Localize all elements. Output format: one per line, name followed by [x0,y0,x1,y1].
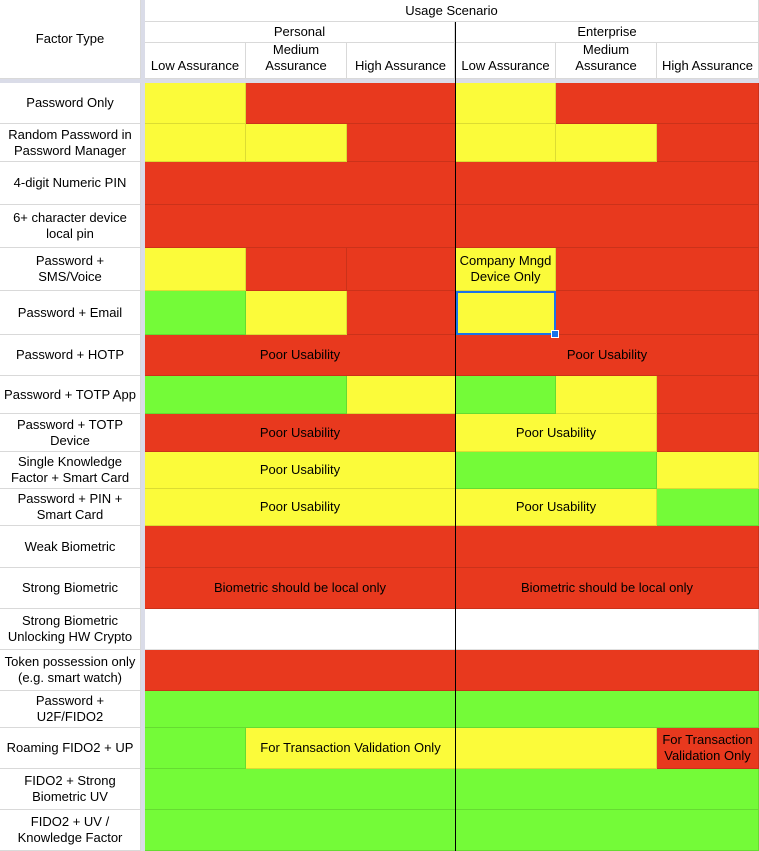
rating-cell[interactable] [145,728,246,769]
factor-type-label[interactable]: FIDO2 + UV / Knowledge Factor [0,810,141,851]
rating-cell[interactable] [246,124,347,162]
enterprise-medium-assurance-header[interactable]: Medium Assurance [556,43,657,79]
factor-type-label[interactable]: Strong Biometric Unlocking HW Crypto [0,609,141,650]
rating-cell[interactable] [657,376,759,414]
rating-cell[interactable] [456,728,657,769]
factor-type-label[interactable]: Password + TOTP App [0,376,141,414]
rating-cell[interactable] [456,810,759,851]
rating-cell[interactable] [456,609,759,650]
fill-handle[interactable] [551,330,559,338]
rating-cell[interactable]: Poor Usability [456,335,759,376]
rating-cell[interactable] [456,691,759,728]
factor-type-label[interactable]: FIDO2 + Strong Biometric UV [0,769,141,810]
rating-cell[interactable] [145,376,347,414]
usage-scenario-header[interactable]: Usage Scenario [145,0,759,22]
rating-cell[interactable] [347,124,456,162]
factor-type-label[interactable]: Single Knowledge Factor + Smart Card [0,452,141,489]
rating-cell[interactable] [246,83,456,124]
factor-type-label[interactable]: Roaming FIDO2 + UP [0,728,141,769]
factor-type-header[interactable]: Factor Type [0,0,141,79]
rating-cell[interactable] [145,650,456,691]
factor-type-label[interactable]: Password + TOTP Device [0,414,141,452]
rating-cell[interactable]: For Transaction Validation Only [657,728,759,769]
enterprise-group-header[interactable]: Enterprise [456,22,759,43]
factor-type-label[interactable]: Strong Biometric [0,568,141,609]
rating-cell[interactable] [657,414,759,452]
rating-cell[interactable]: For Transaction Validation Only [246,728,456,769]
factor-type-label[interactable]: Weak Biometric [0,526,141,568]
rating-cell[interactable] [145,769,456,810]
frozen-row-divider[interactable] [0,79,759,83]
factor-type-label[interactable]: Password Only [0,83,141,124]
rating-cell[interactable] [657,489,759,526]
rating-cell[interactable]: Poor Usability [145,452,456,489]
rating-cell[interactable] [556,124,657,162]
rating-cell[interactable] [145,609,456,650]
rating-cell[interactable]: Poor Usability [145,335,456,376]
rating-cell[interactable] [456,650,759,691]
rating-cell[interactable] [456,452,657,489]
factor-type-label[interactable]: Random Password in Password Manager [0,124,141,162]
rating-cell[interactable] [456,376,556,414]
rating-cell[interactable]: Poor Usability [456,489,657,526]
rating-cell[interactable] [456,526,759,568]
enterprise-low-assurance-header[interactable]: Low Assurance [456,43,556,79]
rating-cell[interactable] [347,291,456,335]
rating-cell[interactable] [145,810,456,851]
rating-cell[interactable] [456,205,759,248]
rating-cell[interactable] [456,83,556,124]
rating-cell[interactable] [145,526,456,568]
rating-cell[interactable]: Biometric should be local only [145,568,456,609]
rating-cell[interactable] [456,291,556,335]
rating-cell[interactable] [145,291,246,335]
factor-type-label[interactable]: Password + SMS/Voice [0,248,141,291]
rating-cell[interactable]: Poor Usability [145,414,456,452]
factor-type-label[interactable]: Password + HOTP [0,335,141,376]
factor-type-label[interactable]: Password + U2F/FIDO2 [0,691,141,728]
section-divider [455,22,456,851]
frozen-column-divider[interactable] [141,0,145,851]
personal-group-header[interactable]: Personal [145,22,455,43]
rating-cell[interactable] [556,248,759,291]
rating-cell[interactable] [145,162,456,205]
factor-type-label[interactable]: Password + Email [0,291,141,335]
rating-cell[interactable] [145,205,456,248]
rating-cell[interactable] [556,83,759,124]
factor-type-label[interactable]: 4-digit Numeric PIN [0,162,141,205]
rating-cell[interactable] [347,248,456,291]
personal-high-assurance-header[interactable]: High Assurance [347,43,455,79]
factor-type-label[interactable]: 6+ character device local pin [0,205,141,248]
rating-cell[interactable]: Poor Usability [456,414,657,452]
personal-medium-assurance-header[interactable]: Medium Assurance [246,43,347,79]
rating-cell[interactable] [246,248,347,291]
rating-cell[interactable] [246,291,347,335]
rating-cell[interactable]: Poor Usability [145,489,456,526]
rating-cell[interactable] [556,291,759,335]
rating-cell[interactable] [145,691,456,728]
rating-cell[interactable] [456,124,556,162]
rating-cell[interactable] [145,124,246,162]
rating-cell[interactable] [456,769,759,810]
factor-type-label[interactable]: Token possession only (e.g. smart watch) [0,650,141,691]
factor-type-label[interactable]: Password + PIN + Smart Card [0,489,141,526]
rating-cell[interactable] [657,124,759,162]
personal-low-assurance-header[interactable]: Low Assurance [145,43,246,79]
rating-cell[interactable]: Company Mngd Device Only [456,248,556,291]
rating-cell[interactable]: Biometric should be local only [456,568,759,609]
rating-cell[interactable] [145,248,246,291]
rating-cell[interactable] [145,83,246,124]
rating-cell[interactable] [347,376,456,414]
rating-cell[interactable] [556,376,657,414]
rating-cell[interactable] [456,162,759,205]
rating-cell[interactable] [657,452,759,489]
enterprise-high-assurance-header[interactable]: High Assurance [657,43,759,79]
